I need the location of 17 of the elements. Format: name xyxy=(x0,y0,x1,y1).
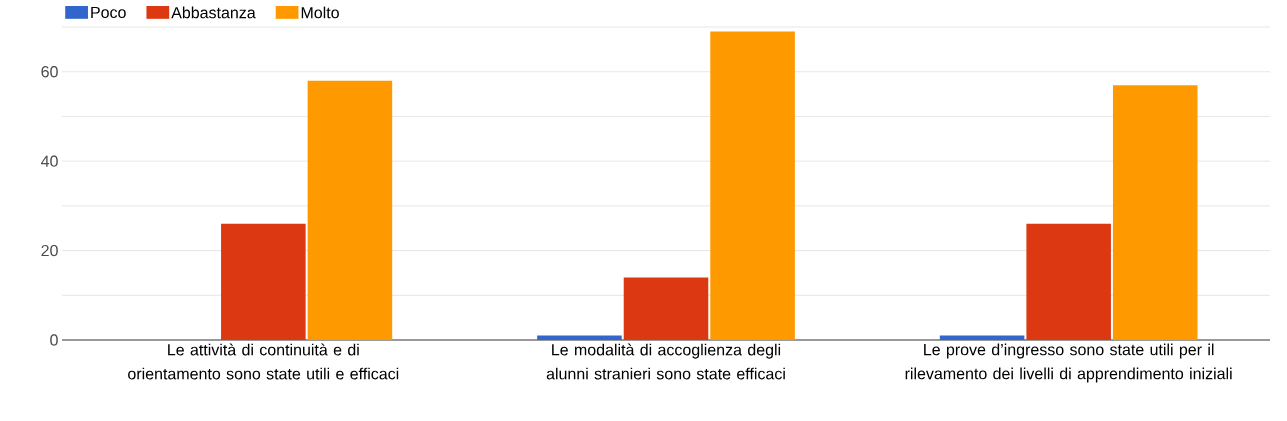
bar xyxy=(1112,85,1198,340)
x-tick-label: Le modalità di accoglienza degli alunni stranieri sono state efficaci xyxy=(546,343,785,380)
bar xyxy=(1026,223,1111,340)
y-tick-label: 60 xyxy=(41,66,58,78)
y-tick-label: 40 xyxy=(41,155,58,167)
bar xyxy=(221,223,306,340)
legend-label: Poco xyxy=(91,6,126,19)
legend-label: Molto xyxy=(301,6,339,19)
y-tick-label: 0 xyxy=(50,334,58,346)
bar xyxy=(710,31,795,340)
legend-label: Abbastanza xyxy=(171,6,256,19)
bar xyxy=(307,80,393,340)
x-tick-label: Le attività di continuità e di orientamento sono state utili e efficaci xyxy=(128,343,399,380)
y-tick-label: 20 xyxy=(41,244,58,257)
x-tick-label: Le prove d’ingresso sono state utili per il rilevamento dei livelli di apprendimento iniziali xyxy=(905,343,1232,383)
bar xyxy=(623,277,709,340)
bar xyxy=(537,335,622,340)
